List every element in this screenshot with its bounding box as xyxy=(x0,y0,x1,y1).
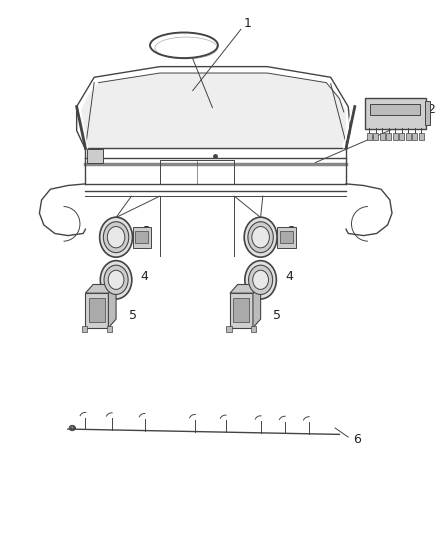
Ellipse shape xyxy=(103,222,129,253)
Text: 3: 3 xyxy=(287,225,295,238)
FancyBboxPatch shape xyxy=(367,133,372,140)
FancyBboxPatch shape xyxy=(406,133,411,140)
FancyBboxPatch shape xyxy=(233,298,250,322)
Text: 5: 5 xyxy=(273,309,281,322)
Polygon shape xyxy=(230,293,253,328)
FancyBboxPatch shape xyxy=(419,133,424,140)
FancyBboxPatch shape xyxy=(386,133,392,140)
Ellipse shape xyxy=(249,265,272,294)
Ellipse shape xyxy=(253,270,268,289)
FancyBboxPatch shape xyxy=(106,326,112,332)
FancyBboxPatch shape xyxy=(226,326,232,332)
FancyBboxPatch shape xyxy=(392,133,398,140)
FancyBboxPatch shape xyxy=(87,149,103,163)
Polygon shape xyxy=(253,285,261,328)
FancyBboxPatch shape xyxy=(280,231,293,243)
Ellipse shape xyxy=(245,261,276,299)
FancyBboxPatch shape xyxy=(373,133,378,140)
Ellipse shape xyxy=(100,217,132,257)
FancyBboxPatch shape xyxy=(365,98,426,129)
Ellipse shape xyxy=(244,217,277,257)
FancyBboxPatch shape xyxy=(412,133,417,140)
Polygon shape xyxy=(85,293,109,328)
Text: 2: 2 xyxy=(427,103,435,116)
Ellipse shape xyxy=(107,227,125,248)
Ellipse shape xyxy=(100,261,132,299)
FancyBboxPatch shape xyxy=(425,101,430,125)
Text: 4: 4 xyxy=(140,270,148,282)
Text: 1: 1 xyxy=(244,18,251,30)
Polygon shape xyxy=(230,285,261,293)
Ellipse shape xyxy=(108,270,124,289)
FancyBboxPatch shape xyxy=(89,298,105,322)
FancyBboxPatch shape xyxy=(370,104,420,115)
FancyBboxPatch shape xyxy=(135,231,148,243)
Polygon shape xyxy=(109,285,116,328)
Polygon shape xyxy=(81,73,346,149)
Text: 4: 4 xyxy=(286,270,293,282)
FancyBboxPatch shape xyxy=(82,326,87,332)
Text: 5: 5 xyxy=(129,309,137,322)
Ellipse shape xyxy=(252,227,269,248)
Text: 6: 6 xyxy=(353,433,361,446)
Ellipse shape xyxy=(104,265,128,294)
FancyBboxPatch shape xyxy=(277,227,296,248)
Text: 3: 3 xyxy=(142,225,150,238)
Polygon shape xyxy=(85,285,116,293)
FancyBboxPatch shape xyxy=(251,326,257,332)
FancyBboxPatch shape xyxy=(133,227,151,248)
Ellipse shape xyxy=(248,222,273,253)
FancyBboxPatch shape xyxy=(399,133,404,140)
FancyBboxPatch shape xyxy=(380,133,385,140)
